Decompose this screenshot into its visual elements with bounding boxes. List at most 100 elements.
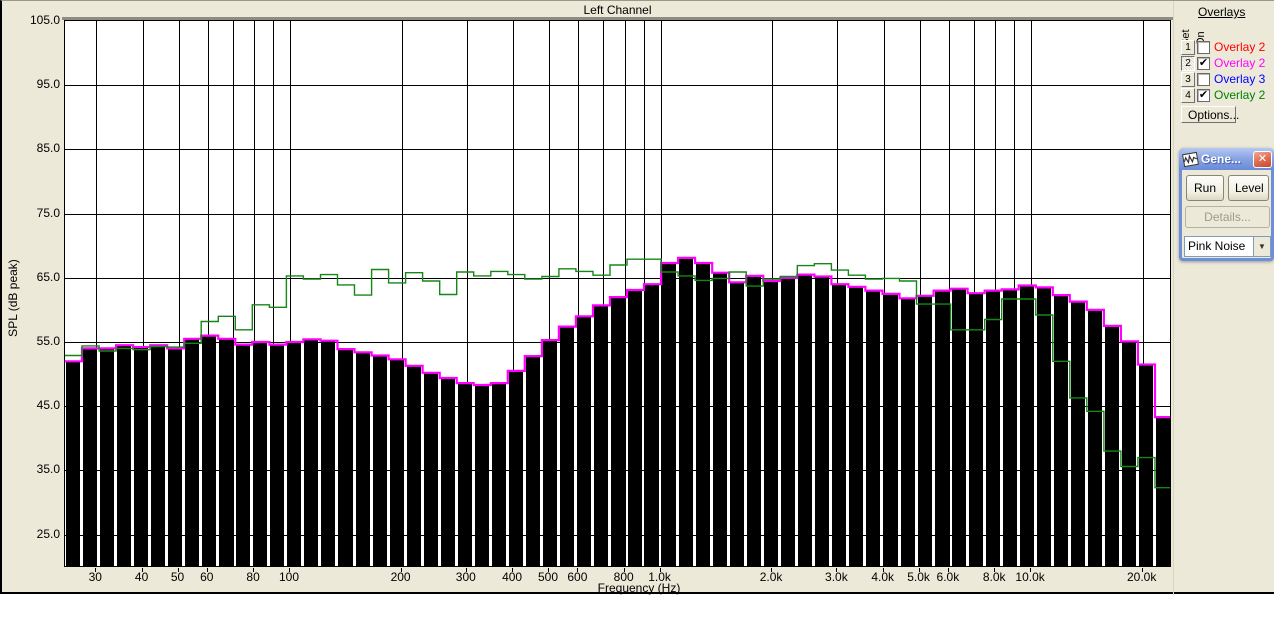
rta-bar bbox=[424, 372, 438, 566]
overlay-on-checkbox-2[interactable]: ✔ bbox=[1197, 57, 1210, 70]
y-axis-label: SPL (dB peak) bbox=[6, 259, 20, 337]
rta-bar bbox=[475, 385, 489, 566]
y-tick-label: 55.0 bbox=[36, 334, 60, 348]
overlay-row: 1 Overlay 2 bbox=[1181, 40, 1274, 55]
overlay-set-button-4[interactable]: 4 bbox=[1181, 88, 1195, 103]
rta-bar bbox=[304, 339, 318, 566]
overlay-on-checkbox-3[interactable] bbox=[1197, 73, 1210, 86]
rta-bar bbox=[1156, 417, 1170, 566]
rta-bar bbox=[764, 281, 778, 566]
rta-bar bbox=[781, 277, 795, 566]
rta-bar bbox=[168, 348, 182, 566]
rta-bar bbox=[628, 290, 642, 566]
x-tick-mark bbox=[1141, 568, 1143, 572]
x-tick-label: 30 bbox=[88, 570, 102, 584]
rta-bar bbox=[594, 305, 608, 566]
x-tick-label: 800 bbox=[613, 570, 634, 584]
y-tick-label: 105.0 bbox=[29, 13, 60, 27]
overlay-on-checkbox-1[interactable] bbox=[1197, 41, 1210, 54]
rta-bar bbox=[611, 297, 625, 566]
rta-bar bbox=[832, 284, 846, 566]
x-tick-mark bbox=[771, 568, 773, 572]
x-tick-label: 600 bbox=[567, 570, 588, 584]
x-tick-mark bbox=[1030, 568, 1032, 572]
spectrum-plot-area bbox=[64, 20, 1171, 567]
rta-bar bbox=[373, 355, 387, 566]
x-tick-label: 10.0k bbox=[1015, 570, 1045, 584]
x-tick-label: 60 bbox=[200, 570, 214, 584]
x-tick-mark bbox=[882, 568, 884, 572]
level-button[interactable]: Level bbox=[1228, 175, 1269, 201]
generator-titlebar[interactable]: Gene... ✕ bbox=[1179, 148, 1274, 170]
rta-bar bbox=[356, 352, 370, 566]
x-tick-mark bbox=[400, 568, 402, 572]
rta-bar bbox=[1054, 295, 1068, 566]
x-tick-label: 100 bbox=[278, 570, 300, 584]
rta-bar bbox=[815, 276, 829, 566]
x-tick-mark bbox=[836, 568, 838, 572]
x-tick-label: 50 bbox=[170, 570, 185, 584]
signal-type-dropdown[interactable]: Pink Noise ▼ bbox=[1184, 236, 1271, 257]
rta-bar bbox=[202, 335, 216, 566]
plot-top-border bbox=[62, 17, 1173, 20]
x-tick-mark bbox=[206, 568, 208, 572]
y-gridline bbox=[65, 85, 1170, 87]
x-gridline bbox=[948, 21, 950, 566]
overlay-set-button-3[interactable]: 3 bbox=[1181, 72, 1195, 87]
x-tick-label: 2.0k bbox=[759, 570, 783, 584]
rta-bar bbox=[236, 344, 250, 566]
x-tick-label: 80 bbox=[246, 570, 260, 584]
rta-bar bbox=[151, 345, 165, 566]
rta-bar bbox=[1071, 301, 1085, 566]
y-tick-label: 95.0 bbox=[36, 77, 60, 92]
rta-bar bbox=[321, 340, 335, 566]
x-tick-mark bbox=[947, 568, 949, 572]
rta-bar bbox=[1139, 364, 1153, 566]
rta-bar bbox=[1020, 285, 1034, 566]
rta-bar bbox=[492, 383, 506, 566]
rta-bar bbox=[509, 370, 523, 566]
rta-bar bbox=[883, 293, 898, 566]
overlay-label: Overlay 2 bbox=[1214, 88, 1266, 102]
y-gridline bbox=[65, 213, 1170, 215]
overlay-set-button-1[interactable]: 1 bbox=[1181, 40, 1195, 55]
rta-bar bbox=[645, 284, 659, 566]
rta-bar bbox=[986, 290, 1000, 566]
run-button[interactable]: Run bbox=[1186, 175, 1224, 201]
y-tick-label: 45.0 bbox=[36, 398, 60, 413]
overlay-row: 4 ✔ Overlay 2 bbox=[1181, 88, 1274, 103]
x-tick-mark bbox=[994, 568, 996, 572]
panel-divider bbox=[1173, 1, 1174, 595]
rta-bar bbox=[969, 293, 983, 566]
x-tick-mark bbox=[512, 568, 514, 572]
chevron-down-icon[interactable]: ▼ bbox=[1253, 237, 1270, 256]
x-tick-label: 5.0k bbox=[907, 570, 930, 584]
rta-bar bbox=[1122, 341, 1136, 566]
x-tick-mark bbox=[623, 568, 625, 572]
rta-bar bbox=[696, 263, 710, 566]
options-button[interactable]: Options... bbox=[1181, 106, 1239, 123]
rta-bar bbox=[390, 359, 404, 566]
rta-bar bbox=[679, 257, 693, 566]
rta-bar bbox=[441, 378, 455, 566]
close-icon[interactable]: ✕ bbox=[1253, 150, 1272, 168]
rta-bar bbox=[270, 344, 284, 566]
rta-bar bbox=[577, 316, 591, 566]
x-tick-label: 300 bbox=[455, 570, 476, 584]
rta-bar bbox=[901, 298, 915, 566]
rta-bar bbox=[952, 288, 966, 566]
x-tick-label: 40 bbox=[134, 570, 149, 584]
rta-bar bbox=[713, 272, 727, 566]
x-tick-label: 200 bbox=[390, 570, 411, 584]
rta-bar bbox=[253, 342, 267, 566]
overlays-panel-title[interactable]: Overlays bbox=[1198, 5, 1246, 19]
overlay-row: 2 ✔ Overlay 2 bbox=[1181, 56, 1274, 71]
overlay-on-checkbox-4[interactable]: ✔ bbox=[1197, 89, 1210, 102]
x-tick-label: 500 bbox=[537, 570, 559, 584]
overlay-set-button-2[interactable]: 2 bbox=[1181, 56, 1195, 71]
x-tick-label: 4.0k bbox=[871, 570, 895, 584]
rta-bar bbox=[407, 365, 421, 566]
rta-bar bbox=[338, 349, 353, 566]
x-tick-mark bbox=[577, 568, 579, 572]
y-tick-label: 35.0 bbox=[36, 462, 60, 477]
